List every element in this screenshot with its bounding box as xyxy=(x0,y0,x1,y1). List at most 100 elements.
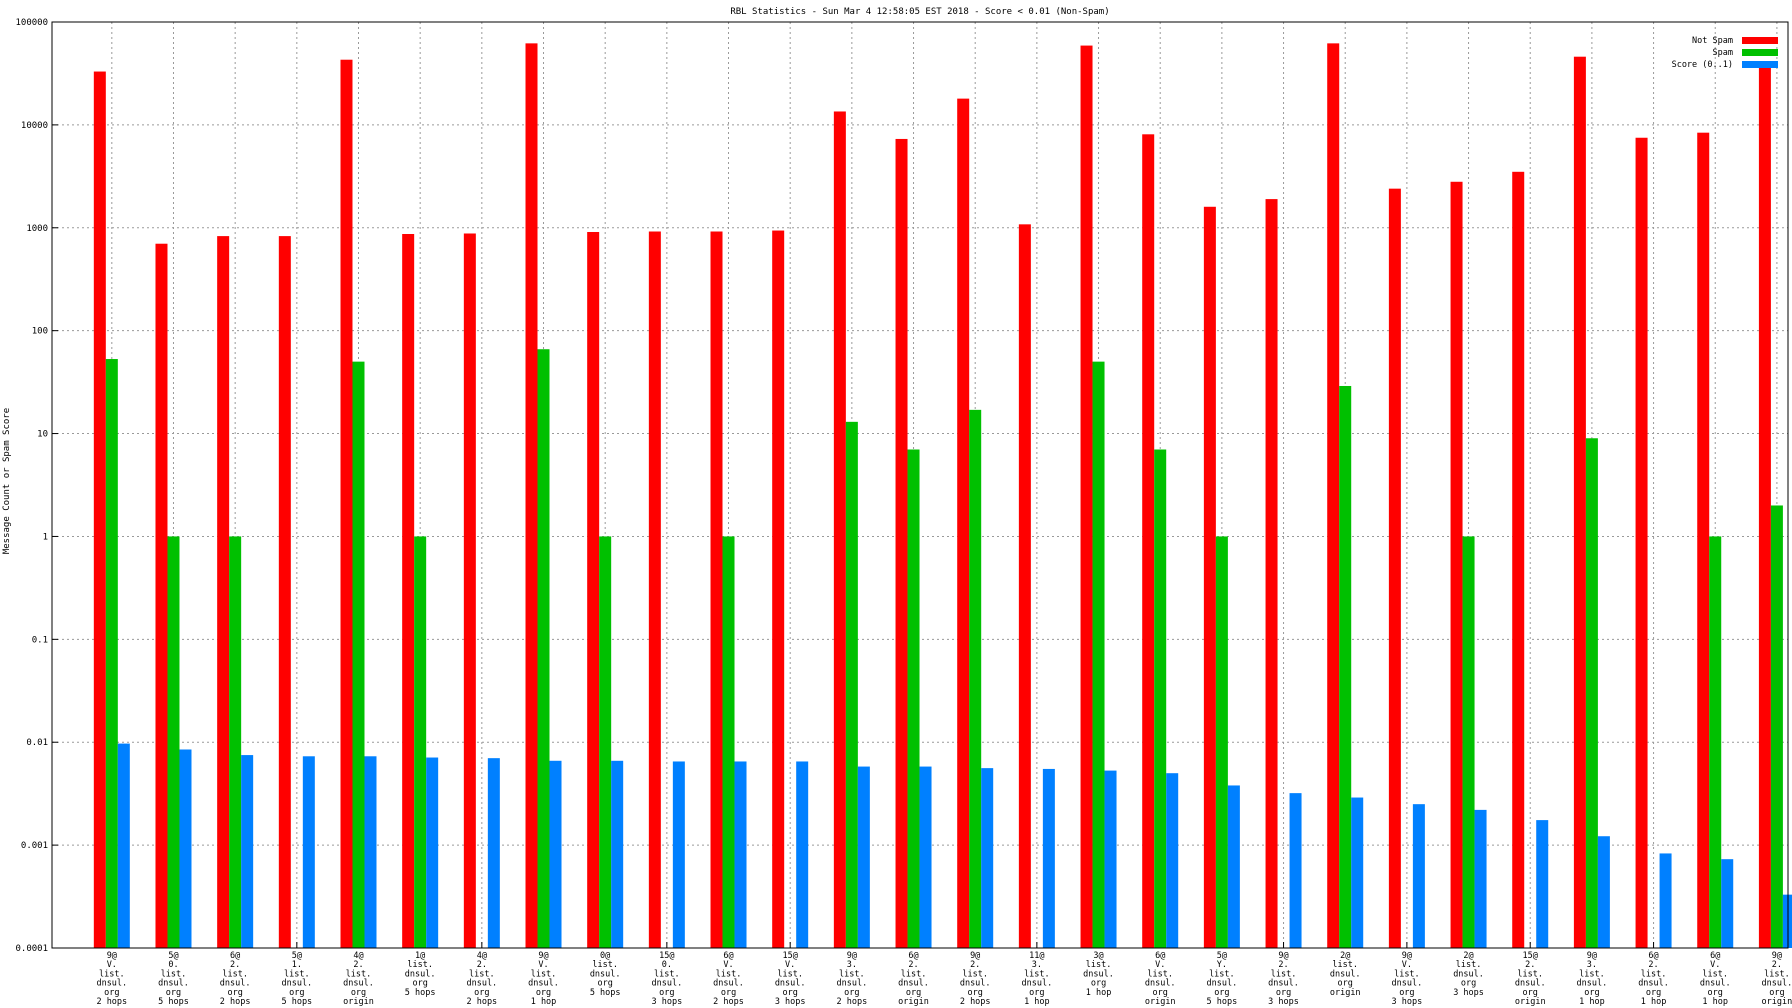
bar-spam xyxy=(1215,536,1228,948)
y-tick-label: 1 xyxy=(43,532,48,542)
bar-spam xyxy=(1339,385,1352,948)
bar-score xyxy=(857,766,870,948)
bar-not-spam xyxy=(1265,199,1278,949)
bar-score xyxy=(1227,785,1240,948)
x-category-label: 9@ V. list. dnsul. org 2 hops xyxy=(96,951,127,1007)
x-category-label: 6@ V. list. dnsul. org origin xyxy=(1145,951,1176,1007)
x-category-label: 5@ 1. list. dnsul. org 5 hops xyxy=(281,951,312,1007)
x-category-label: 4@ 2. list. dnsul. org 2 hops xyxy=(466,951,497,1007)
bar-spam xyxy=(1585,438,1598,948)
bar-not-spam xyxy=(1758,66,1771,948)
bar-score xyxy=(426,757,439,948)
bar-score xyxy=(611,760,624,948)
bar-not-spam xyxy=(895,138,908,949)
y-axis-title: Message Count or Spam Score xyxy=(2,408,12,554)
bar-score xyxy=(1721,859,1734,948)
legend-swatch xyxy=(1742,37,1778,44)
bar-spam xyxy=(845,421,858,949)
bar-score xyxy=(1659,853,1672,948)
bar-spam xyxy=(969,409,982,948)
legend-label: Not Spam xyxy=(1692,36,1733,46)
bar-score xyxy=(1104,770,1117,948)
x-category-label: 9@ 2. list. dnsul. org 2 hops xyxy=(960,951,991,1007)
bar-not-spam xyxy=(155,243,168,949)
legend: Not Spam Spam Score (0..1) xyxy=(1672,36,1778,70)
bar-score xyxy=(734,761,747,948)
x-category-label: 9@ 3. list. dnsul. org 1 hop xyxy=(1577,951,1608,1007)
bar-score xyxy=(796,761,809,948)
y-tick-label: 10 xyxy=(37,430,48,440)
bar-not-spam xyxy=(710,231,723,948)
x-category-label: 5@ 0. list. dnsul. org 5 hops xyxy=(158,951,189,1007)
x-category-label: 5@ Y. list. dnsul. org 5 hops xyxy=(1207,951,1238,1007)
x-category-label: 2@ list. dnsul. org 3 hops xyxy=(1453,951,1484,998)
x-category-label: 6@ 2. list. dnsul. org 2 hops xyxy=(220,951,251,1007)
bar-not-spam xyxy=(402,234,415,948)
bar-score xyxy=(919,766,932,948)
bar-score xyxy=(1536,820,1549,948)
x-category-label: 4@ 2. list. dnsul. org origin xyxy=(343,951,374,1007)
bar-not-spam xyxy=(1142,134,1155,949)
y-tick-label: 0.001 xyxy=(21,841,48,851)
bar-not-spam xyxy=(772,230,785,949)
bar-score xyxy=(1597,836,1610,948)
bar-spam xyxy=(537,349,550,948)
bar-not-spam xyxy=(525,43,538,948)
x-category-label: 15@ 0. list. dnsul. org 3 hops xyxy=(651,951,682,1007)
x-category-label: 9@ 2. list. dnsul. org 3 hops xyxy=(1268,951,1299,1007)
y-tick-label: 100 xyxy=(32,327,48,337)
x-category-label: 0@ list. dnsul. org 5 hops xyxy=(590,951,621,998)
bar-spam xyxy=(1462,536,1475,948)
legend-swatch xyxy=(1742,61,1778,68)
y-tick-label: 0.1 xyxy=(32,635,48,645)
bar-score xyxy=(1289,793,1302,948)
x-category-label: 11@ 3. list. dnsul. org 1 hop xyxy=(1022,951,1053,1007)
bar-not-spam xyxy=(217,236,230,948)
x-category-label: 6@ 2. list. dnsul. org origin xyxy=(898,951,929,1007)
x-category-label: 9@ V. list. dnsul. org 3 hops xyxy=(1392,951,1423,1007)
bar-spam xyxy=(907,449,920,948)
bar-score xyxy=(1412,804,1425,948)
bar-spam xyxy=(1154,449,1167,948)
bar-not-spam xyxy=(278,236,291,948)
bar-spam xyxy=(229,536,242,948)
y-tick-labels: 0.0001 0.001 0.01 0.1 1 10 100 1000 10000 100000 xyxy=(15,18,48,954)
x-category-label: 6@ V. list. dnsul. org 1 hop xyxy=(1700,951,1731,1007)
legend-swatch xyxy=(1742,49,1778,56)
bar-not-spam xyxy=(1635,137,1648,948)
bar-score xyxy=(1782,894,1792,948)
x-category-label: 15@ V. list. dnsul. org 3 hops xyxy=(775,951,806,1007)
x-category-label: 9@ V. list. dnsul. org 1 hop xyxy=(528,951,559,1007)
bar-score xyxy=(487,758,500,948)
bar-score xyxy=(1474,809,1487,948)
bar-spam xyxy=(1092,361,1105,949)
bar-score xyxy=(302,756,315,948)
bar-not-spam xyxy=(1203,206,1216,948)
bar-score xyxy=(117,743,130,948)
x-category-label: 1@ list. dnsul. org 5 hops xyxy=(405,951,436,998)
bar-not-spam xyxy=(340,59,353,948)
x-category-label: 6@ 2. list. dnsul. org 1 hop xyxy=(1638,951,1669,1007)
bar-not-spam xyxy=(93,71,106,949)
plot-frame xyxy=(51,21,1789,949)
bar-not-spam xyxy=(1388,188,1401,948)
bar-not-spam xyxy=(1697,132,1710,949)
bar-not-spam xyxy=(1573,56,1586,948)
y-tick-label: 0.0001 xyxy=(15,944,48,954)
legend-label: Spam xyxy=(1713,48,1733,58)
bar-score xyxy=(1351,797,1364,948)
x-category-label: 15@ 2. list. dnsul. org origin xyxy=(1515,951,1546,1007)
bar-not-spam xyxy=(648,231,661,948)
bar-spam xyxy=(599,536,612,948)
bar-spam xyxy=(722,536,735,948)
bar-spam xyxy=(167,536,180,948)
bar-score xyxy=(179,749,192,948)
y-tick-label: 100000 xyxy=(15,18,48,28)
bar-score xyxy=(672,761,685,948)
bar-not-spam xyxy=(1512,171,1525,949)
y-tick-label: 1000 xyxy=(26,224,48,234)
bar-not-spam xyxy=(957,98,970,948)
bar-score xyxy=(1166,773,1179,948)
bar-not-spam xyxy=(1450,181,1463,948)
